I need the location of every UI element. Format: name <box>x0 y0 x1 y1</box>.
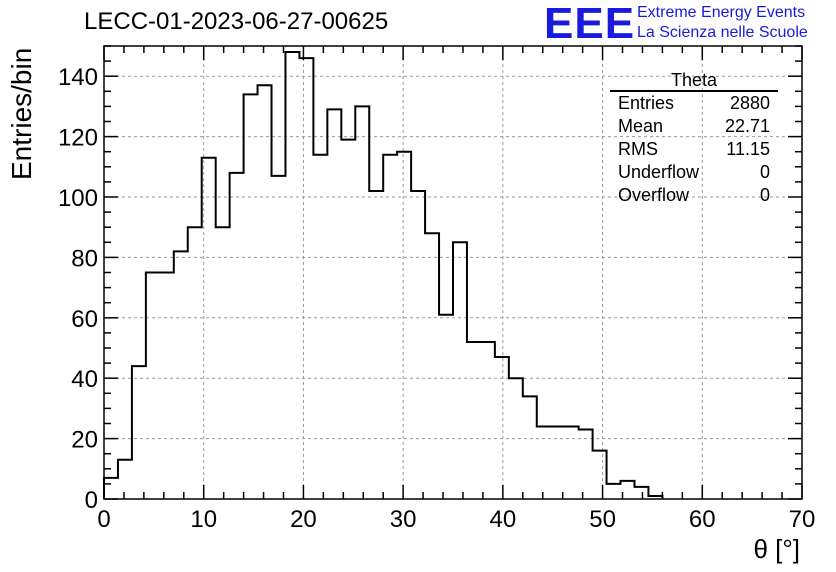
y-tick-label: 140 <box>58 64 98 91</box>
histogram-bin <box>369 191 383 499</box>
histogram-bin <box>439 315 453 499</box>
histogram-bin <box>383 155 397 499</box>
histogram-bin <box>216 227 230 499</box>
stats-row-overflow: Overflow 0 <box>610 184 778 207</box>
y-tick-label: 80 <box>71 245 98 272</box>
histogram-bin <box>327 109 341 499</box>
eee-logo-text: Extreme Energy Events La Scienza nelle S… <box>637 3 808 43</box>
y-tick-label: 20 <box>71 427 98 454</box>
stats-box-title: Theta <box>610 70 778 92</box>
x-axis-label: θ [°] <box>753 534 800 564</box>
x-tick-label: 10 <box>190 506 217 533</box>
stats-value: 0 <box>759 185 770 205</box>
y-tick-label: 60 <box>71 306 98 333</box>
histogram-bin <box>299 58 313 499</box>
x-tick-label: 30 <box>390 506 417 533</box>
histogram-bin <box>132 366 146 499</box>
stats-row-mean: Mean 22.71 <box>610 115 778 138</box>
y-axis-label: Entries/bin <box>6 47 37 180</box>
x-tick-label: 0 <box>97 506 110 533</box>
histogram-bin <box>355 106 369 499</box>
histogram-bin <box>230 173 244 499</box>
x-tick-label: 40 <box>490 506 517 533</box>
stats-label: RMS <box>618 139 658 159</box>
histogram-bin <box>467 342 481 499</box>
y-tick-label: 0 <box>85 487 98 514</box>
x-tick-label: 70 <box>789 506 816 533</box>
stats-label: Overflow <box>618 185 690 205</box>
stats-value: 11.15 <box>726 139 770 159</box>
logo-line-1: Extreme Energy Events <box>637 4 806 21</box>
histogram-bin <box>285 52 299 499</box>
histogram-bin <box>551 427 565 499</box>
histogram-bin <box>411 191 425 499</box>
histogram-bin <box>425 233 439 499</box>
histogram-bin <box>146 273 160 500</box>
eee-logo-mark: EEE <box>544 0 636 48</box>
stats-label: Entries <box>618 93 675 113</box>
x-tick-label: 50 <box>589 506 616 533</box>
y-tick-label: 40 <box>71 366 98 393</box>
histogram-bin <box>174 251 188 499</box>
stats-label: Mean <box>618 116 664 136</box>
y-tick-label: 120 <box>58 125 98 152</box>
x-tick-label: 20 <box>290 506 317 533</box>
histogram-bin <box>397 152 411 499</box>
histogram-bin <box>634 487 648 499</box>
logo-line-2: La Scienza nelle Scuole <box>637 24 808 41</box>
histogram-bin <box>104 478 118 499</box>
histogram-bin <box>523 396 537 499</box>
histogram-bin <box>118 460 132 499</box>
chart-title: LECC-01-2023-06-27-00625 <box>84 8 389 35</box>
stats-label: Underflow <box>618 162 700 182</box>
stats-row-underflow: Underflow 0 <box>610 161 778 184</box>
histogram-bin <box>593 451 607 499</box>
stats-row-entries: Entries 2880 <box>610 92 778 115</box>
histogram-bin <box>607 484 621 499</box>
histogram-bin <box>272 176 286 499</box>
y-tick-label: 100 <box>58 185 98 212</box>
stats-value: 0 <box>759 162 770 182</box>
histogram-bin <box>565 427 579 499</box>
stats-row-rms: RMS 11.15 <box>610 138 778 161</box>
stats-value: 22.71 <box>724 116 770 136</box>
histogram-bin <box>341 140 355 499</box>
histogram-bin <box>453 242 467 499</box>
x-tick-label: 60 <box>689 506 716 533</box>
histogram-bin <box>537 427 551 499</box>
histogram-bin <box>160 273 174 500</box>
histogram-bin <box>188 227 202 499</box>
histogram-bin <box>481 342 495 499</box>
histogram-bin <box>258 85 272 499</box>
histogram-line <box>103 51 664 499</box>
histogram-bin <box>313 155 327 499</box>
stats-value: 2880 <box>729 93 770 113</box>
histogram-bin <box>579 430 593 499</box>
stats-box: Theta Entries 2880 Mean 22.71 RMS 11.15 Und… <box>610 70 778 207</box>
